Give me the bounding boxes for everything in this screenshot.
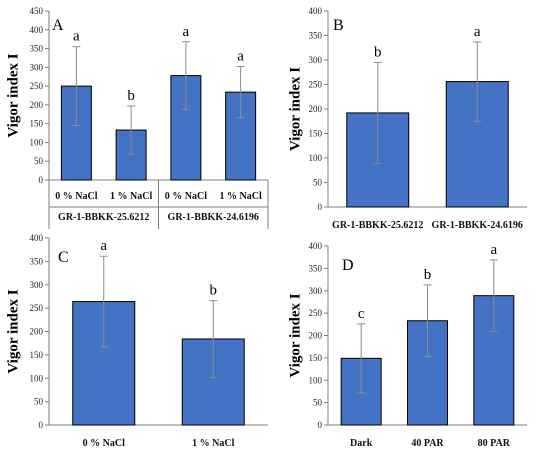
significance-letter: a xyxy=(237,49,244,65)
y-tick-label: 350 xyxy=(309,263,323,273)
significance-letter: a xyxy=(490,242,497,258)
y-tick-label: 300 xyxy=(30,62,44,72)
significance-letter: a xyxy=(73,29,80,45)
y-tick-label: 50 xyxy=(313,398,323,408)
y-tick-label: 200 xyxy=(309,331,323,341)
y-axis-label: Vigor index I xyxy=(287,293,303,377)
panel-d-chart: 0 50 100 150 200 250 300 350 400 Vigor index I Dc D… xyxy=(287,241,527,449)
y-tick-label: 200 xyxy=(30,327,44,337)
significance-letter: a xyxy=(183,24,190,40)
panel-letter: D xyxy=(342,257,354,274)
y-axis-label: Vigor index I xyxy=(5,53,21,137)
y-tick-label: 50 xyxy=(313,178,323,188)
x-category-label: 80 PAR xyxy=(478,438,511,449)
significance-letter: b xyxy=(210,283,218,299)
x-category-label: GR-1-BBKK-24.6196 xyxy=(432,220,523,231)
y-tick-label: 200 xyxy=(30,100,44,110)
y-tick-label: 250 xyxy=(309,308,323,318)
y-tick-label: 100 xyxy=(309,153,323,163)
y-tick-label: 200 xyxy=(309,104,323,114)
y-tick-label: 250 xyxy=(30,303,44,313)
x-category-label: 40 PAR xyxy=(411,438,444,449)
y-tick-label: 150 xyxy=(30,119,44,129)
y-tick-label: 350 xyxy=(309,31,323,41)
y-tick-label: 300 xyxy=(30,280,44,290)
y-tick-label: 350 xyxy=(30,44,44,54)
x-group-label: GR-1-BBKK-25.6212 xyxy=(58,212,149,223)
panel-letter: B xyxy=(333,17,344,34)
y-tick-label: 400 xyxy=(309,6,323,16)
y-tick-label: 300 xyxy=(309,286,323,296)
y-tick-label: 0 xyxy=(318,420,323,430)
y-tick-label: 150 xyxy=(30,350,44,360)
panel-letter: C xyxy=(58,249,69,266)
y-tick-label: 300 xyxy=(309,55,323,65)
y-tick-label: 250 xyxy=(30,81,44,91)
y-tick-label: 350 xyxy=(30,256,44,266)
significance-letter: a xyxy=(474,24,481,40)
x-category-label: 0 % NaCl xyxy=(165,191,207,202)
y-axis-label: Vigor index I xyxy=(5,289,21,373)
y-tick-label: 100 xyxy=(30,373,44,383)
y-axis-label: Vigor index I xyxy=(287,67,303,151)
x-category-label: 0 % NaCl xyxy=(55,191,97,202)
significance-letter: b xyxy=(424,267,432,283)
significance-letter: b xyxy=(374,44,382,60)
x-group-label: GR-1-BBKK-24.6196 xyxy=(168,212,259,223)
y-tick-label: 400 xyxy=(309,241,323,251)
y-tick-label: 0 xyxy=(318,202,323,212)
x-category-label: 1 % NaCl xyxy=(110,191,152,202)
y-tick-label: 100 xyxy=(309,375,323,385)
panel-c-chart: 0 50 100 150 200 250 300 350 400 Vigor index I Ca 0… xyxy=(5,233,268,449)
significance-letter: b xyxy=(127,88,135,104)
y-tick-label: 50 xyxy=(34,156,44,166)
significance-letter: a xyxy=(100,238,107,254)
y-tick-label: 150 xyxy=(309,353,323,363)
y-tick-label: 450 xyxy=(30,6,44,16)
y-tick-label: 400 xyxy=(30,233,44,243)
panel-a-chart: 0 50 100 150 200 250 300 350 400 450 Vigor index I… xyxy=(5,6,269,229)
y-tick-label: 250 xyxy=(309,80,323,90)
y-tick-label: 100 xyxy=(30,137,44,147)
panel-b-chart: 0 50 100 150 200 250 300 350 400 Vigor index I Bb G… xyxy=(287,6,527,231)
y-tick-label: 0 xyxy=(39,420,44,430)
significance-letter: c xyxy=(358,306,365,322)
x-category-label: 1 % NaCl xyxy=(220,191,262,202)
x-category-label: Dark xyxy=(350,438,373,449)
x-category-label: 0 % NaCl xyxy=(83,438,125,449)
panel-letter: A xyxy=(52,17,64,34)
y-tick-label: 50 xyxy=(34,397,44,407)
x-category-label: 1 % NaCl xyxy=(192,438,234,449)
y-tick-label: 150 xyxy=(309,129,323,139)
y-tick-label: 400 xyxy=(30,25,44,35)
y-tick-label: 0 xyxy=(39,175,44,185)
x-category-label: GR-1-BBKK-25.6212 xyxy=(332,220,423,231)
